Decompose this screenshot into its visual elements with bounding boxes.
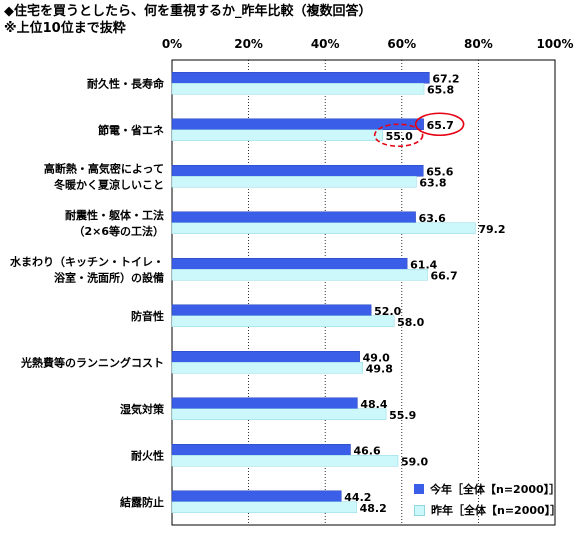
data-label: 65.7 — [427, 119, 454, 132]
data-label: 63.6 — [419, 212, 446, 225]
bar — [171, 269, 428, 281]
bar — [171, 176, 417, 188]
x-tick-label: 100% — [536, 37, 573, 51]
category-label: 湿気対策 — [120, 402, 165, 416]
data-label: 79.2 — [478, 223, 505, 236]
data-label: 67.2 — [432, 72, 459, 85]
x-tick-label: 80% — [464, 37, 493, 51]
category-label: 耐震性・躯体・工法 — [65, 208, 164, 222]
legend-swatch-this-year — [414, 484, 424, 494]
category-label: 耐火性 — [131, 448, 164, 462]
legend-item-this-year: 今年［全体【n=2000】］ — [414, 481, 560, 497]
category-label: 光熱費等のランニングコスト — [20, 355, 164, 369]
data-label: 65.6 — [426, 165, 453, 178]
category-label: 耐久性・長寿命 — [87, 76, 165, 90]
category-label: 節電・省エネ — [98, 123, 164, 137]
bar — [171, 397, 358, 409]
data-label: 65.8 — [427, 83, 454, 96]
bar — [171, 72, 430, 84]
legend-swatch-last-year — [414, 504, 425, 516]
bar — [171, 118, 424, 130]
bar — [171, 490, 342, 502]
data-label: 66.7 — [430, 269, 457, 282]
bar — [171, 211, 416, 223]
bar — [171, 351, 360, 363]
bar — [171, 315, 395, 327]
x-tick-label: 20% — [234, 37, 263, 51]
data-label: 55.9 — [389, 409, 416, 422]
data-label: 61.4 — [410, 258, 437, 271]
data-label: 48.4 — [360, 398, 387, 411]
data-label: 63.8 — [419, 176, 446, 189]
bar — [171, 444, 351, 456]
bar — [171, 408, 387, 420]
data-label: 55.0 — [386, 130, 413, 143]
data-label: 44.2 — [344, 491, 371, 504]
data-label: 59.0 — [401, 455, 428, 468]
category-label: 結露防止 — [120, 495, 164, 509]
bar — [171, 222, 476, 234]
x-tick-label: 40% — [311, 37, 340, 51]
chart-subtitle: ※上位10位まで抜粋 — [4, 21, 126, 36]
legend-item-last-year: 昨年［全体【n=2000】］ — [414, 502, 561, 518]
highlight-ellipse — [414, 112, 465, 137]
chart-title: ◆住宅を買うとしたら、何を重視するか_昨年比較（複数回答） — [4, 4, 372, 19]
bar — [171, 129, 383, 141]
category-label: （2×6等の工法） — [73, 224, 164, 238]
data-label: 48.2 — [360, 502, 387, 515]
legend-label-this-year: 今年［全体【n=2000】］ — [430, 483, 561, 496]
data-label: 46.6 — [353, 444, 380, 457]
x-tick-label: 60% — [387, 37, 416, 51]
bar — [171, 165, 424, 177]
data-label: 49.0 — [363, 351, 390, 364]
bar — [171, 455, 399, 467]
bar — [171, 258, 408, 270]
bar — [171, 304, 372, 316]
category-label: 浴室・洗面所）の設備 — [54, 270, 164, 284]
bar — [171, 362, 363, 374]
category-label: 高断熱・高気密によって — [44, 161, 164, 175]
highlight-ellipse-dashed — [373, 123, 424, 148]
category-label: 冬暖かく夏涼しいこと — [54, 177, 164, 191]
bar — [171, 83, 425, 95]
data-label: 58.0 — [397, 316, 424, 329]
bar — [171, 501, 357, 513]
category-label: 水まわり（キッチン・トイレ・ — [10, 254, 164, 268]
data-label: 52.0 — [374, 305, 401, 318]
x-tick-label: 0% — [162, 37, 182, 51]
data-label: 49.8 — [366, 362, 393, 375]
category-label: 防音性 — [131, 309, 164, 323]
legend-label-last-year: 昨年［全体【n=2000】］ — [431, 504, 562, 517]
